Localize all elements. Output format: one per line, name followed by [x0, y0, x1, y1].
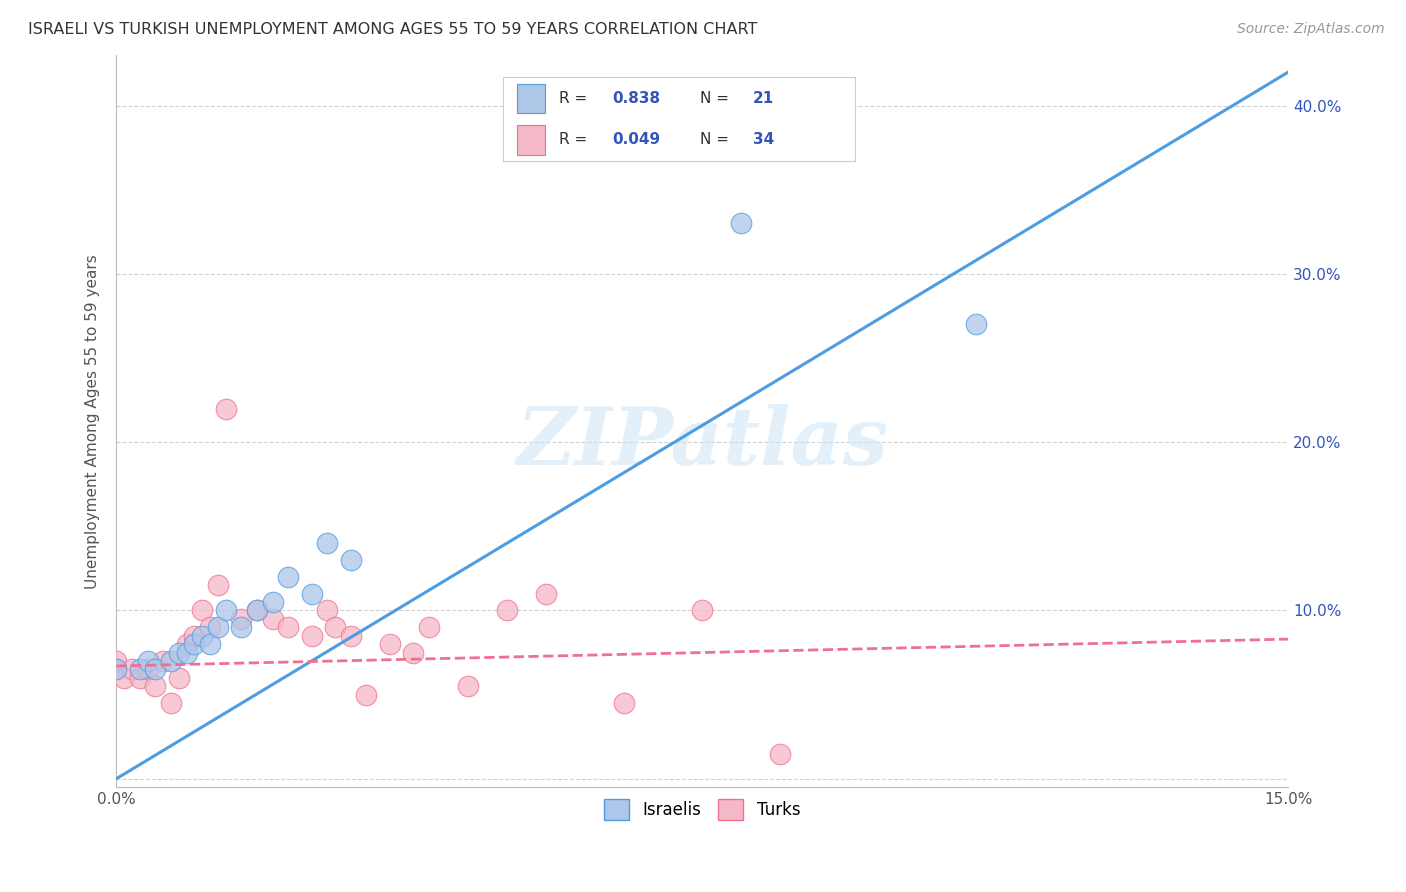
Point [105, 662, 128, 676]
Point [965, 318, 987, 332]
Text: Source: ZipAtlas.com: Source: ZipAtlas.com [1237, 22, 1385, 37]
Point [207, 620, 229, 634]
Point [176, 646, 198, 660]
Point [316, 536, 339, 550]
Y-axis label: Unemployment Among Ages 55 to 59 years: Unemployment Among Ages 55 to 59 years [86, 254, 100, 589]
Point [277, 620, 299, 634]
Point [160, 696, 183, 710]
Point [613, 696, 636, 710]
Point [207, 578, 229, 592]
Point [198, 637, 221, 651]
Point [128, 662, 150, 676]
Point [339, 553, 361, 567]
Point [121, 662, 143, 676]
Point [143, 662, 166, 676]
Point [215, 603, 238, 617]
Point [215, 401, 238, 416]
Point [301, 587, 323, 601]
Text: ZIPatlas: ZIPatlas [516, 404, 889, 482]
Point [402, 646, 425, 660]
Point [246, 603, 269, 617]
Point [231, 620, 253, 634]
Point [136, 654, 159, 668]
Point [231, 612, 253, 626]
Point [323, 620, 346, 634]
Point [176, 637, 198, 651]
Text: ISRAELI VS TURKISH UNEMPLOYMENT AMONG AGES 55 TO 59 YEARS CORRELATION CHART: ISRAELI VS TURKISH UNEMPLOYMENT AMONG AG… [28, 22, 758, 37]
Point [191, 629, 214, 643]
Point [160, 654, 183, 668]
Point [198, 620, 221, 634]
Point [730, 216, 752, 230]
Point [191, 603, 214, 617]
Point [262, 595, 284, 609]
Point [496, 603, 519, 617]
Point [457, 679, 479, 693]
Point [183, 629, 205, 643]
Point [692, 603, 714, 617]
Point [277, 570, 299, 584]
Point [378, 637, 401, 651]
Point [262, 612, 284, 626]
Point [769, 747, 792, 761]
Point [339, 629, 361, 643]
Point [183, 637, 205, 651]
Point [356, 688, 378, 702]
Point [128, 671, 150, 685]
Point [167, 671, 190, 685]
Point [143, 679, 166, 693]
Point [167, 646, 190, 660]
Point [418, 620, 440, 634]
Point [112, 671, 135, 685]
Point [152, 654, 174, 668]
Point [534, 587, 557, 601]
Point [246, 603, 269, 617]
Point [301, 629, 323, 643]
Point [105, 662, 128, 676]
Legend: Israelis, Turks: Israelis, Turks [598, 793, 807, 826]
Point [136, 662, 159, 676]
Point [105, 654, 128, 668]
Point [316, 603, 339, 617]
